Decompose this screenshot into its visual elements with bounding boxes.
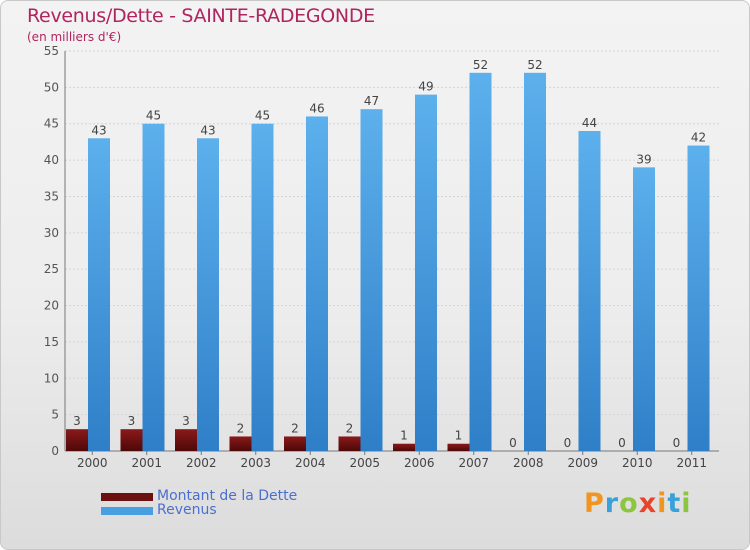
bar-revenus (415, 94, 437, 452)
data-label-revenus: 47 (364, 94, 379, 108)
data-label-revenus: 52 (473, 58, 488, 72)
y-tick-label: 0 (51, 444, 59, 458)
data-label-debt: 2 (291, 421, 299, 435)
data-label-revenus: 49 (418, 80, 433, 94)
y-tick-label: 15 (44, 335, 59, 349)
x-tick-label: 2001 (131, 456, 162, 470)
bar-revenus (306, 116, 328, 452)
data-label-revenus: 44 (582, 116, 597, 130)
bar-revenus (142, 123, 165, 452)
legend-swatch-debt (101, 493, 153, 501)
x-tick-label: 2011 (676, 456, 707, 470)
data-label-debt: 2 (346, 421, 354, 435)
bar-debt (175, 429, 197, 451)
logo-letter: o (619, 488, 639, 519)
x-tick-label: 2005 (349, 456, 380, 470)
data-label-revenus: 42 (691, 131, 706, 145)
bar-revenus (633, 167, 655, 451)
y-tick-label: 5 (51, 408, 59, 422)
data-label-debt: 3 (128, 414, 136, 428)
y-tick-label: 25 (44, 262, 59, 276)
logo-letter: x (638, 488, 658, 519)
bar-revenus (360, 109, 383, 451)
legend-swatch-revenus (101, 507, 153, 515)
data-label-debt: 3 (73, 414, 81, 428)
data-label-debt: 1 (400, 429, 408, 443)
y-tick-label: 35 (44, 189, 59, 203)
data-label-debt: 0 (673, 436, 681, 450)
data-label-revenus: 43 (200, 123, 215, 137)
x-tick-label: 2002 (186, 456, 217, 470)
bar-debt (393, 443, 415, 451)
x-tick-label: 2006 (404, 456, 435, 470)
x-tick-label: 2008 (513, 456, 544, 470)
logo-letter: t (667, 488, 682, 519)
bar-debt (66, 429, 88, 451)
logo-letter: i (681, 488, 692, 519)
data-label-revenus: 39 (636, 152, 651, 166)
bar-debt (447, 443, 470, 451)
x-tick-label: 2007 (458, 456, 489, 470)
bar-revenus (469, 72, 492, 452)
logo-letter: P (584, 488, 605, 519)
data-label-debt: 0 (564, 436, 572, 450)
data-label-debt: 3 (182, 414, 190, 428)
bar-revenus (524, 72, 546, 452)
x-tick-label: 2009 (567, 456, 598, 470)
bar-revenus (578, 131, 601, 451)
data-label-revenus: 46 (309, 101, 324, 115)
logo-letter: r (604, 488, 620, 519)
logo-letter: i (657, 488, 668, 519)
chart-title: Revenus/Dette - SAINTE-RADEGONDE (27, 5, 375, 27)
data-label-revenus: 45 (255, 109, 270, 123)
proxiti-logo: Proxiti (584, 488, 692, 519)
x-tick-label: 2000 (77, 456, 108, 470)
x-tick-label: 2004 (295, 456, 326, 470)
y-tick-label: 45 (44, 117, 59, 131)
data-label-debt: 0 (509, 436, 517, 450)
data-label-debt: 0 (618, 436, 626, 450)
y-tick-label: 30 (44, 226, 59, 240)
legend-label-debt: Montant de la Dette (157, 488, 298, 504)
bar-debt (120, 429, 143, 451)
x-tick-label: 2003 (240, 456, 271, 470)
legend-label-revenus: Revenus (157, 502, 217, 518)
bar-debt (229, 436, 252, 451)
bar-revenus (197, 138, 219, 452)
data-label-revenus: 52 (527, 58, 542, 72)
data-label-revenus: 43 (91, 123, 106, 137)
y-tick-label: 10 (44, 371, 59, 385)
bar-revenus (251, 123, 274, 452)
y-tick-label: 20 (44, 299, 59, 313)
x-tick-label: 2010 (622, 456, 653, 470)
data-label-revenus: 45 (146, 109, 161, 123)
y-tick-label: 55 (44, 44, 59, 58)
y-tick-label: 50 (44, 80, 59, 94)
chart-subtitle: (en milliers d'€) (27, 30, 122, 44)
data-label-debt: 1 (455, 429, 463, 443)
y-tick-label: 40 (44, 153, 59, 167)
bar-debt (284, 436, 306, 451)
bar-revenus (88, 138, 110, 452)
bar-debt (338, 436, 361, 451)
bar-revenus (687, 145, 710, 451)
data-label-debt: 2 (237, 421, 245, 435)
